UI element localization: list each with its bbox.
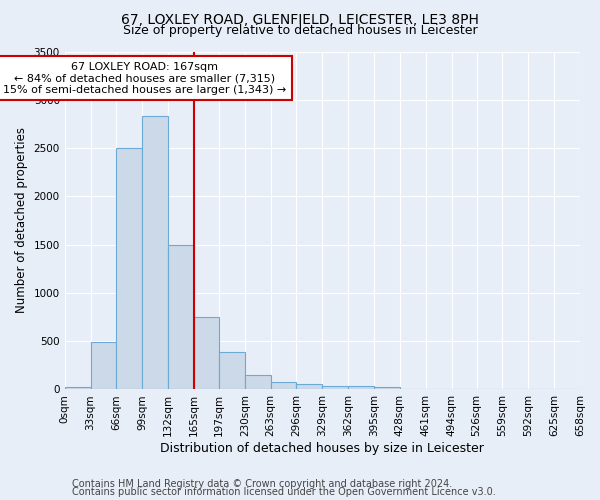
Bar	[142, 116, 168, 390]
Bar	[194, 317, 219, 390]
Bar	[348, 386, 374, 390]
Bar	[168, 244, 194, 390]
X-axis label: Distribution of detached houses by size in Leicester: Distribution of detached houses by size …	[160, 442, 484, 455]
Text: 67, LOXLEY ROAD, GLENFIELD, LEICESTER, LE3 8PH: 67, LOXLEY ROAD, GLENFIELD, LEICESTER, L…	[121, 12, 479, 26]
Text: 67 LOXLEY ROAD: 167sqm
← 84% of detached houses are smaller (7,315)
15% of semi-: 67 LOXLEY ROAD: 167sqm ← 84% of detached…	[3, 62, 286, 95]
Text: Contains public sector information licensed under the Open Government Licence v3: Contains public sector information licen…	[72, 487, 496, 497]
Text: Size of property relative to detached houses in Leicester: Size of property relative to detached ho…	[122, 24, 478, 37]
Bar	[116, 148, 142, 390]
Text: Contains HM Land Registry data © Crown copyright and database right 2024.: Contains HM Land Registry data © Crown c…	[72, 479, 452, 489]
Y-axis label: Number of detached properties: Number of detached properties	[15, 128, 28, 314]
Bar	[296, 384, 322, 390]
Bar	[374, 387, 400, 390]
Bar	[245, 375, 271, 390]
Bar	[271, 382, 296, 390]
Bar	[65, 387, 91, 390]
Bar	[91, 342, 116, 390]
Bar	[322, 386, 348, 390]
Bar	[219, 352, 245, 390]
